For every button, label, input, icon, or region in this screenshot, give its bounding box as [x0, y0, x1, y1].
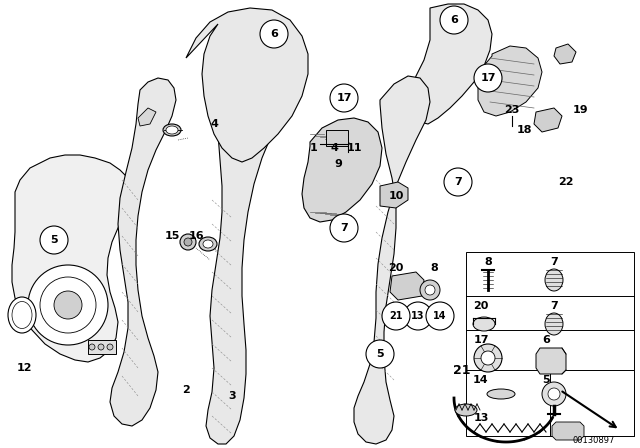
Text: 9: 9 [334, 159, 342, 169]
Text: 6: 6 [450, 15, 458, 25]
Polygon shape [534, 108, 562, 132]
Text: 4: 4 [330, 143, 338, 153]
Circle shape [425, 285, 435, 295]
Text: 14: 14 [433, 311, 447, 321]
Ellipse shape [473, 317, 495, 331]
Circle shape [330, 214, 358, 242]
Circle shape [40, 226, 68, 254]
Text: 5: 5 [542, 375, 550, 385]
Polygon shape [302, 118, 382, 222]
FancyBboxPatch shape [326, 130, 348, 146]
Text: 2: 2 [182, 385, 190, 395]
Text: 10: 10 [388, 191, 404, 201]
Polygon shape [12, 155, 132, 362]
Ellipse shape [12, 302, 32, 328]
Text: 12: 12 [16, 363, 32, 373]
Text: 21: 21 [389, 311, 403, 321]
Text: 17: 17 [480, 73, 496, 83]
Text: 22: 22 [558, 177, 573, 187]
Circle shape [420, 280, 440, 300]
Polygon shape [354, 76, 430, 444]
Ellipse shape [166, 126, 178, 134]
Ellipse shape [163, 124, 181, 136]
Text: 7: 7 [454, 177, 462, 187]
Circle shape [474, 64, 502, 92]
Polygon shape [410, 4, 492, 124]
Circle shape [474, 344, 502, 372]
Text: 8: 8 [484, 257, 492, 267]
Ellipse shape [545, 269, 563, 291]
Text: 6: 6 [270, 29, 278, 39]
Polygon shape [138, 108, 156, 126]
Circle shape [54, 291, 82, 319]
Polygon shape [536, 348, 566, 374]
Circle shape [542, 382, 566, 406]
Circle shape [40, 277, 96, 333]
Ellipse shape [199, 237, 217, 251]
Text: 13: 13 [412, 311, 425, 321]
Text: 5: 5 [50, 235, 58, 245]
Text: 3: 3 [228, 391, 236, 401]
Polygon shape [186, 8, 308, 162]
Circle shape [330, 84, 358, 112]
Circle shape [481, 351, 495, 365]
Polygon shape [206, 36, 294, 444]
Text: 6: 6 [542, 335, 550, 345]
Circle shape [548, 388, 560, 400]
Polygon shape [478, 46, 542, 116]
Polygon shape [390, 272, 424, 300]
Circle shape [260, 20, 288, 48]
Circle shape [440, 6, 468, 34]
Ellipse shape [180, 234, 196, 250]
Text: 14: 14 [473, 375, 489, 385]
Circle shape [444, 168, 472, 196]
Text: 15: 15 [164, 231, 180, 241]
Text: 4: 4 [210, 119, 218, 129]
Text: 11: 11 [346, 143, 362, 153]
Polygon shape [552, 422, 584, 440]
Polygon shape [110, 78, 176, 426]
Text: 1: 1 [310, 143, 318, 153]
Text: 7: 7 [550, 301, 558, 311]
FancyBboxPatch shape [466, 252, 634, 436]
Text: 21: 21 [453, 363, 471, 376]
Polygon shape [554, 44, 576, 64]
Ellipse shape [487, 389, 515, 399]
Ellipse shape [455, 404, 477, 416]
FancyBboxPatch shape [88, 340, 116, 354]
Polygon shape [380, 182, 408, 208]
Text: 8: 8 [430, 263, 438, 273]
Text: 20: 20 [474, 301, 489, 311]
Text: 20: 20 [388, 263, 404, 273]
Text: 19: 19 [572, 105, 588, 115]
Circle shape [404, 302, 432, 330]
Text: 23: 23 [504, 105, 520, 115]
Text: 5: 5 [376, 349, 384, 359]
Ellipse shape [184, 238, 192, 246]
Circle shape [426, 302, 454, 330]
Ellipse shape [545, 313, 563, 335]
Text: 7: 7 [550, 257, 558, 267]
Text: 18: 18 [516, 125, 532, 135]
Text: 7: 7 [340, 223, 348, 233]
Text: 17: 17 [336, 93, 352, 103]
Circle shape [89, 344, 95, 350]
Ellipse shape [203, 240, 213, 248]
Ellipse shape [8, 297, 36, 333]
Text: 17: 17 [473, 335, 489, 345]
Circle shape [366, 340, 394, 368]
Circle shape [382, 302, 410, 330]
Circle shape [107, 344, 113, 350]
Text: 16: 16 [188, 231, 204, 241]
Text: 00130897: 00130897 [573, 435, 615, 444]
FancyBboxPatch shape [550, 370, 634, 436]
Circle shape [98, 344, 104, 350]
Circle shape [28, 265, 108, 345]
Text: 13: 13 [474, 413, 489, 423]
